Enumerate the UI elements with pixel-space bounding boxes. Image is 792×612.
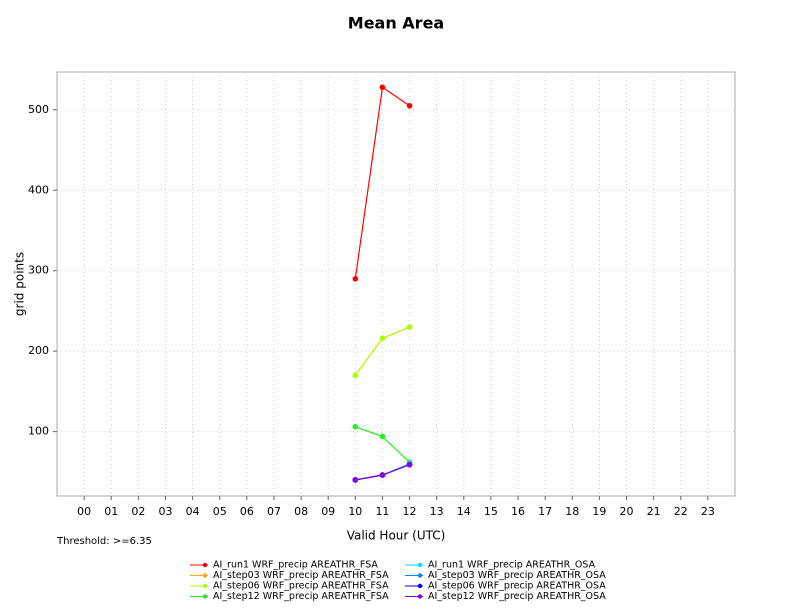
legend-marker [202, 594, 208, 599]
x-tick-label: 01 [104, 505, 118, 518]
legend-marker [202, 573, 208, 578]
legend-label: AI_step03 WRF_precip AREATHR_OSA [428, 570, 606, 581]
legend-label: AI_step03 WRF_precip AREATHR_FSA [213, 570, 389, 581]
data-point [352, 424, 359, 430]
data-point [379, 84, 386, 91]
data-point [352, 477, 359, 483]
x-tick-label: 23 [701, 505, 715, 518]
data-point [406, 461, 413, 468]
y-tick-label: 100 [28, 425, 49, 438]
x-tick-label: 22 [674, 505, 688, 518]
x-tick-label: 05 [213, 505, 227, 518]
plot-frame [56, 71, 736, 497]
legend-label: AI_step06 WRF_precip AREATHR_OSA [428, 581, 606, 592]
x-tick-label: 11 [375, 505, 389, 518]
data-point [352, 372, 359, 379]
data-point [352, 275, 359, 282]
x-axis-label: Valid Hour (UTC) [347, 529, 446, 543]
x-tick-label: 08 [294, 505, 308, 518]
data-point [379, 433, 386, 440]
legend-label: AI_step12 WRF_precip AREATHR_FSA [213, 591, 389, 602]
y-tick-label: 400 [28, 183, 49, 196]
x-tick-label: 06 [240, 505, 254, 518]
x-tick-label: 07 [267, 505, 281, 518]
x-tick-label: 18 [565, 505, 579, 518]
x-tick-label: 13 [430, 505, 444, 518]
annotation: Threshold: >=6.35 [56, 536, 152, 547]
legend-label: AI_step06 WRF_precip AREATHR_FSA [213, 581, 389, 592]
x-tick-label: 16 [511, 505, 525, 518]
x-tick-label: 12 [403, 505, 417, 518]
x-tick-label: 03 [158, 505, 172, 518]
y-axis-label: grid points [13, 252, 27, 316]
data-point [379, 335, 386, 342]
x-tick-label: 17 [538, 505, 552, 518]
data-point [406, 324, 413, 330]
legend-marker [417, 573, 423, 578]
y-tick-label: 500 [28, 103, 49, 116]
y-tick-label: 200 [28, 344, 49, 357]
legend-label: AI_run1 WRF_precip AREATHR_OSA [428, 560, 596, 571]
legend-marker [417, 594, 423, 599]
legend-marker [417, 583, 423, 589]
x-tick-label: 19 [592, 505, 606, 518]
x-tick-label: 02 [131, 505, 145, 518]
legend-marker [202, 562, 208, 568]
x-tick-label: 04 [186, 505, 200, 518]
chart-title: Mean Area [348, 14, 444, 33]
y-tick-label: 300 [28, 264, 49, 277]
x-tick-label: 15 [484, 505, 498, 518]
x-tick-label: 20 [620, 505, 634, 518]
legend-marker [202, 583, 208, 589]
x-tick-label: 21 [647, 505, 661, 518]
legend-label: AI_run1 WRF_precip AREATHR_FSA [213, 560, 378, 571]
data-point [406, 102, 413, 109]
legend-label: AI_step12 WRF_precip AREATHR_OSA [428, 591, 606, 602]
x-tick-label: 10 [348, 505, 362, 518]
legend-marker [417, 562, 423, 568]
x-tick-label: 09 [321, 505, 335, 518]
data-point [379, 472, 386, 478]
x-tick-label: 00 [77, 505, 91, 518]
x-tick-label: 14 [457, 505, 471, 518]
